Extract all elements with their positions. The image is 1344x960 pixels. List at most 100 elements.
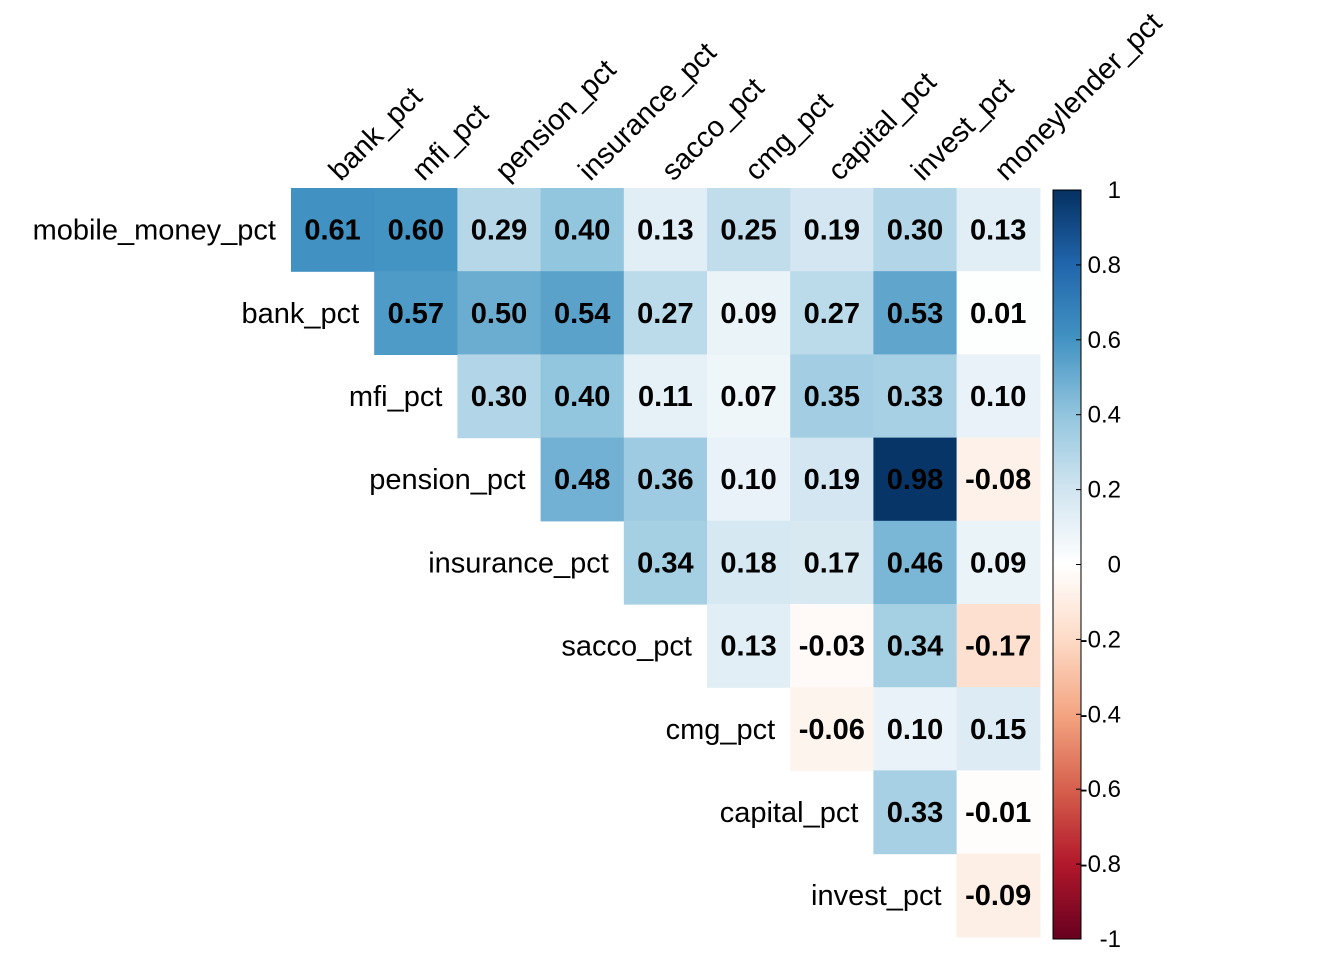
row-label: insurance_pct	[428, 547, 609, 579]
heatmap-cell	[707, 271, 791, 355]
heatmap-cell	[540, 188, 625, 272]
cell-value-label: 0.19	[804, 464, 860, 496]
row-label: invest_pct	[811, 880, 942, 912]
cell-value-label: 0.50	[471, 298, 527, 330]
cell-value-label: 0.33	[887, 381, 943, 413]
heatmap-cell	[457, 188, 542, 272]
heatmap-cell	[956, 271, 1041, 355]
cell-value-label: 0.10	[720, 464, 776, 496]
legend-tick-label: 0	[1108, 552, 1121, 579]
cell-value-label: 0.46	[887, 547, 943, 579]
cell-value-label: 0.40	[554, 215, 610, 247]
cell-value-label: 0.11	[638, 381, 693, 413]
cell-value-label: 0.34	[637, 547, 693, 579]
cell-value-label: 0.13	[720, 631, 776, 663]
cell-value-label: -0.06	[799, 714, 865, 746]
column-labels: bank_pctmfi_pctpension_pctinsurance_pcts…	[323, 7, 1169, 187]
row-label: capital_pct	[720, 797, 859, 829]
heatmap-cell	[707, 604, 791, 688]
heatmap-cell	[707, 188, 791, 272]
heatmap-cell	[790, 354, 874, 439]
cell-value-label: 0.57	[388, 298, 444, 330]
cell-value-label: -0.17	[965, 631, 1031, 663]
cell-value-label: 0.27	[804, 298, 860, 330]
legend-tick-label: 0.2	[1088, 477, 1121, 504]
heatmap-cell	[623, 520, 708, 605]
heatmap-cell	[873, 354, 958, 439]
cell-value-label: 0.27	[637, 298, 693, 330]
cell-value-label: 0.17	[804, 547, 860, 579]
legend-tick-label: -0.4	[1080, 701, 1121, 728]
row-label: cmg_pct	[666, 714, 776, 746]
heatmap-cell	[790, 520, 874, 605]
cell-value-label: 0.48	[554, 464, 610, 496]
legend-tick-label: 1	[1108, 177, 1121, 204]
legend-tick-label: -0.2	[1080, 626, 1121, 653]
heatmap-cell	[457, 354, 542, 439]
row-label: pension_pct	[369, 464, 525, 496]
heatmap-cell	[790, 271, 874, 355]
heatmap-cell	[956, 188, 1041, 272]
row-label: bank_pct	[241, 298, 359, 330]
cell-value-label: 0.25	[720, 215, 776, 247]
heatmap-cell	[790, 437, 874, 522]
heatmap-cell	[707, 437, 791, 522]
legend-tick-label: -0.8	[1080, 851, 1121, 878]
heatmap-cell	[956, 437, 1041, 522]
cell-value-label: 0.09	[720, 298, 776, 330]
cell-value-label: 0.09	[970, 547, 1026, 579]
cell-value-label: 0.30	[471, 381, 527, 413]
heatmap-cell	[540, 271, 625, 355]
heatmap-cell	[873, 520, 958, 605]
heatmap-cell	[790, 687, 874, 771]
heatmap-cell	[873, 188, 958, 272]
cell-value-label: 0.13	[637, 215, 693, 247]
row-labels: mobile_money_pct bank_pct mfi_pct pension_p…	[33, 215, 942, 913]
heatmap-cell	[790, 188, 874, 272]
heatmap-cell	[956, 853, 1041, 938]
cell-value-label: 0.29	[471, 215, 527, 247]
heatmap-cell	[956, 687, 1041, 771]
cell-value-label: 0.98	[887, 464, 943, 496]
row-label: mfi_pct	[349, 381, 442, 413]
cell-value-label: 0.15	[970, 714, 1026, 746]
cell-value-label: 0.36	[637, 464, 693, 496]
cell-value-label: 0.61	[304, 215, 360, 247]
legend-tick-label: -1	[1100, 926, 1121, 953]
cell-value-label: 0.54	[554, 298, 610, 330]
heatmap-cell	[707, 354, 791, 439]
heatmap-cell	[623, 437, 708, 522]
cell-value-label: 0.10	[970, 381, 1026, 413]
row-label: mobile_money_pct	[33, 215, 276, 247]
heatmap-cell	[540, 437, 625, 522]
cell-value-label: -0.08	[965, 464, 1031, 496]
cell-value-label: 0.19	[804, 215, 860, 247]
cell-value-label: -0.01	[965, 797, 1031, 829]
heatmap-cell	[623, 271, 708, 355]
cell-value-label: 0.35	[804, 381, 860, 413]
cell-value-label: 0.33	[887, 797, 943, 829]
heatmap-cell	[873, 437, 958, 522]
cell-value-label: 0.10	[887, 714, 943, 746]
legend-tick-label: 0.6	[1088, 327, 1121, 354]
legend-tick-label: -0.6	[1080, 776, 1121, 803]
heatmap-cell	[707, 520, 791, 605]
heatmap-cell	[374, 271, 458, 355]
cell-value-label: 0.18	[720, 547, 776, 579]
heatmap-cell	[873, 271, 958, 355]
heatmap-cell	[873, 770, 958, 855]
heatmap-cell	[956, 520, 1041, 605]
cell-value-label: 0.34	[887, 631, 943, 663]
cell-value-label: 0.60	[388, 215, 444, 247]
cell-value-label: 0.13	[970, 215, 1026, 247]
cell-value-label: 0.30	[887, 215, 943, 247]
heatmap-cell	[790, 604, 874, 688]
heatmap-cell	[873, 687, 958, 771]
cell-value-label: 0.01	[970, 298, 1026, 330]
heatmap-cell	[956, 770, 1041, 855]
heatmap-cell	[374, 188, 458, 272]
row-label: sacco_pct	[561, 631, 692, 663]
cell-value-label: 0.40	[554, 381, 610, 413]
heatmap-cell	[291, 188, 375, 272]
